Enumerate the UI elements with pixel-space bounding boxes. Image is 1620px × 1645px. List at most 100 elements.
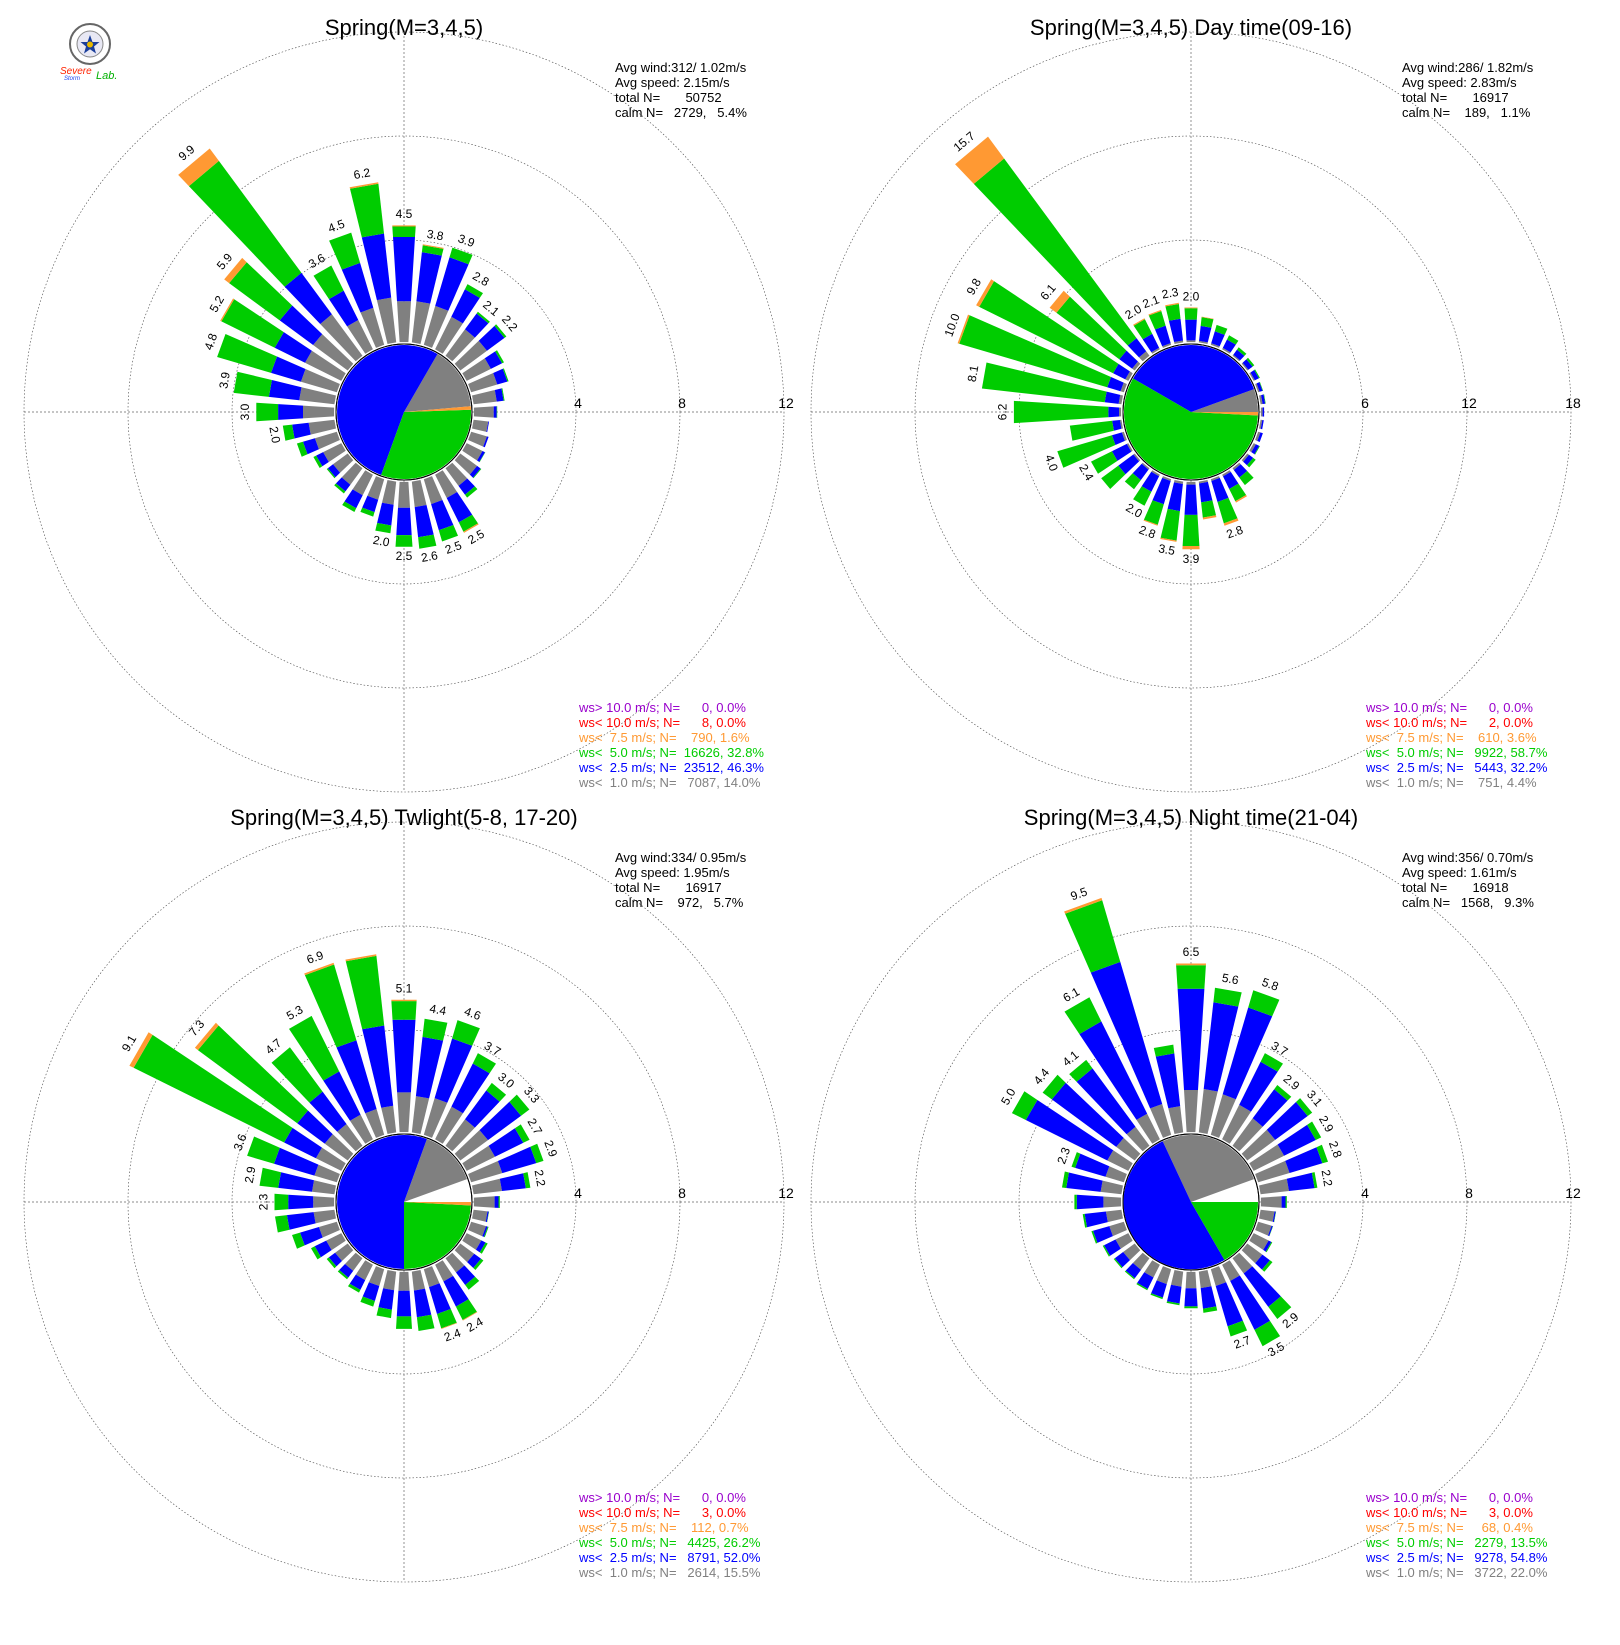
legend-entry: ws< 10.0 m/s; N= 2, 0.0% [1365,715,1533,730]
bar-segment-lt25 [1222,339,1236,353]
bar-segment-lt75 [957,314,970,344]
bar-segment-lt25 [478,325,505,351]
stats-line: Avg wind:334/ 0.95m/s [615,850,747,865]
bar-segment-lt25 [1084,1211,1108,1228]
bar-segment-calm [376,297,397,344]
bar-segment-calm [454,1243,475,1263]
bar-segment-calm [1198,1270,1212,1289]
bar-segment-calm [335,1243,354,1261]
bar-segment-lt25 [1113,363,1130,380]
bar-segment-lt50 [418,534,437,549]
bar-segment-lt25 [1203,1002,1239,1092]
bar-segment-lt25 [1266,1102,1308,1140]
bar-segment-lt75 [1235,495,1247,503]
bar-segment-calm [308,419,336,435]
bar-segment-lt25 [271,356,306,382]
bar-segment-lt50 [1062,1171,1069,1188]
bar-label: 6.1 [1037,281,1059,303]
bar-segment-lt50 [1143,500,1164,525]
bar-segment-calm [1210,1094,1236,1138]
bar-segment-lt50 [1124,1270,1135,1280]
bar-segment-calm [1222,1260,1240,1281]
bar-segment-lt25 [1272,1211,1276,1223]
logo-text-severe: Severe [60,66,92,77]
bar-segment-calm [1174,480,1184,484]
bar-segment-lt25 [1107,377,1124,392]
bar-segment-lt25 [1262,407,1265,417]
bar-segment-calm [300,369,340,393]
bar-segment-lt50 [1160,508,1180,541]
bar-segment-lt25 [1256,382,1263,392]
bar-label: 2.7 [525,1116,546,1138]
bar-segment-lt25 [1155,1053,1181,1109]
bar-segment-lt25 [1223,471,1239,489]
bar-segment-lt50 [1013,400,1109,424]
bar-segment-calm [1241,1129,1276,1161]
bar-segment-lt50 [1057,435,1116,468]
bar-label: 2.9 [541,1138,560,1159]
grid-ring [23,31,785,793]
bar-segment-calm [473,1196,495,1208]
bar-segment-calm [1133,453,1141,462]
grid-ring [810,821,1572,1583]
bar-segment-lt25 [362,495,379,513]
bar-segment-calm [468,1221,486,1237]
bar-segment-lt75 [1133,318,1145,326]
bar-segment-lt25 [493,406,497,418]
bar-segment-lt75 [1201,316,1214,320]
bar-segment-lt25 [288,1194,314,1210]
bar-segment-lt50 [1165,304,1181,321]
bar-segment-calm [314,1164,340,1183]
bar-segment-lt50 [274,1193,289,1211]
bar-label: 9.1 [119,1032,140,1054]
bar-segment-lt75 [976,279,994,307]
bar-segment-lt25 [493,368,508,385]
bar-segment-lt50 [959,315,1111,388]
bar-segment-lt25 [451,1063,490,1114]
bar-segment-lt25 [1104,391,1121,404]
bar-segment-calm [462,358,491,381]
bar-segment-calm [1162,476,1172,481]
bar-label: 3.9 [1183,552,1200,566]
bar-segment-lt50 [465,486,478,498]
calm-pie-slice-lt25 [1133,344,1254,412]
bar-segment-lt50 [1260,1053,1283,1072]
bar-segment-lt75 [463,523,479,533]
bar-segment-lt75 [220,298,235,322]
bar-segment-lt25 [392,1019,416,1093]
grid-ring [914,925,1468,1479]
bar-segment-calm [1144,1260,1160,1278]
stats-line: Avg wind:286/ 1.82m/s [1402,60,1534,75]
bar-segment-lt25 [475,1240,486,1253]
bar-segment-lt50 [259,1167,281,1188]
bar-segment-lt50 [360,507,375,517]
bar-segment-lt50 [1200,317,1214,328]
bar-segment-lt50 [1246,357,1255,367]
bar-segment-lt25 [1211,331,1225,347]
grid-ring [127,135,681,689]
bar-segment-lt75 [129,1032,153,1068]
bar-segment-lt50 [1268,1296,1292,1319]
bar-segment-lt25 [469,465,481,478]
bar-segment-lt25 [323,1071,361,1121]
bar-segment-calm [1103,1196,1122,1208]
bar-segment-lt50 [494,324,507,338]
bar-segment-lt25 [1184,1288,1198,1307]
legend-entry: ws< 2.5 m/s; N= 9278, 54.8% [1365,1550,1548,1565]
bar-segment-calm [1132,361,1141,371]
bar-segment-lt75 [955,136,1005,184]
bar-segment-lt25 [1260,420,1264,430]
grid-ring [231,239,577,585]
bar-label: 5.3 [284,1002,306,1023]
bar-label: 6.9 [305,948,326,967]
bar-segment-lt50 [1064,997,1102,1035]
bar-segment-lt50 [375,523,392,534]
bar-segment-lt50 [313,265,344,300]
bar-segment-lt25 [327,464,341,478]
bar-label: 5.8 [1260,975,1281,994]
bar-segment-lt50 [1273,1211,1277,1223]
bar-segment-calm [313,334,354,371]
bar-label: 4.0 [1042,453,1061,474]
bar-segment-lt25 [339,1264,354,1278]
bar-segment-lt50 [1248,990,1280,1017]
